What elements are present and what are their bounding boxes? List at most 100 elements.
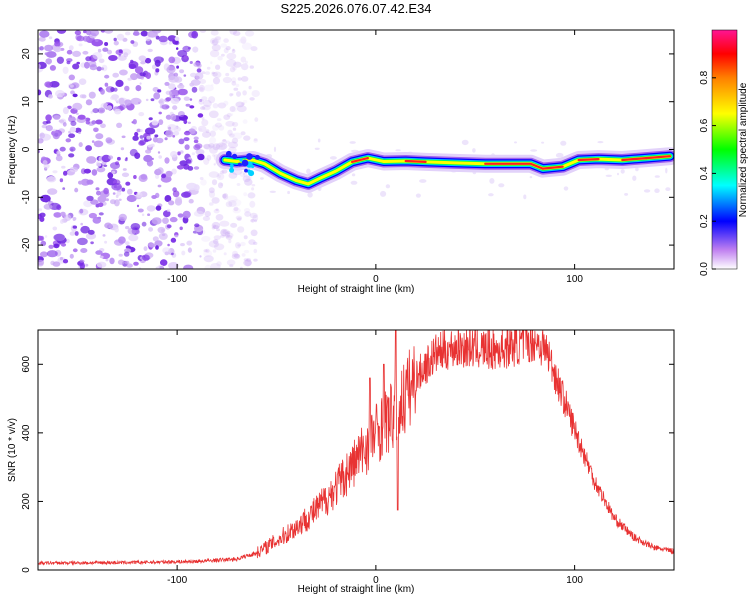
noise-blob <box>84 61 90 69</box>
noise-blob <box>87 229 95 235</box>
noise-blob <box>605 174 612 177</box>
noise-blob <box>177 165 184 170</box>
noise-blob <box>209 136 217 144</box>
noise-blob <box>210 61 213 65</box>
noise-blob <box>222 193 227 199</box>
noise-blob <box>47 188 58 195</box>
noise-blob <box>224 231 230 238</box>
noise-blob <box>208 240 220 248</box>
noise-blob <box>158 111 162 115</box>
noise-blob <box>233 206 239 212</box>
noise-blob <box>68 153 75 158</box>
noise-blob <box>206 66 211 70</box>
noise-blob <box>117 259 125 265</box>
noise-blob <box>69 253 74 259</box>
noise-blob <box>64 214 72 221</box>
noise-blob <box>152 236 159 242</box>
noise-blob <box>164 81 170 86</box>
noise-blob <box>130 223 141 231</box>
noise-blob <box>92 52 103 60</box>
noise-blob <box>72 217 76 221</box>
noise-blob <box>155 205 162 211</box>
noise-blob <box>39 46 44 51</box>
noise-blob <box>225 140 230 144</box>
noise-blob <box>223 252 227 256</box>
noise-blob <box>226 259 236 266</box>
noise-blob <box>209 130 216 137</box>
noise-blob <box>218 174 221 178</box>
noise-blob <box>165 90 172 96</box>
noise-blob <box>168 83 176 90</box>
noise-blob <box>78 78 87 85</box>
noise-blob <box>232 250 238 258</box>
noise-blob <box>244 208 251 213</box>
noise-blob <box>235 101 245 108</box>
noise-blob <box>98 58 105 64</box>
noise-blob <box>241 76 249 82</box>
noise-blob <box>244 178 253 186</box>
noise-blob <box>329 156 337 160</box>
noise-blob <box>185 159 192 164</box>
noise-blob <box>166 66 176 74</box>
noise-blob <box>180 243 185 247</box>
noise-blob <box>145 36 151 42</box>
noise-blob <box>104 82 109 87</box>
noise-blob <box>96 163 102 167</box>
noise-blob <box>220 228 230 237</box>
noise-blob <box>39 212 46 218</box>
noise-blob <box>174 36 180 42</box>
x-tick-label: -100 <box>167 575 187 586</box>
noise-blob <box>97 195 107 203</box>
noise-blob <box>105 258 109 262</box>
noise-blob <box>127 188 133 195</box>
noise-blob <box>220 43 227 48</box>
noise-blob <box>188 198 194 204</box>
noise-blob <box>76 112 79 116</box>
noise-blob <box>203 99 212 108</box>
noise-blob <box>215 36 222 41</box>
noise-blob <box>229 66 236 73</box>
noise-blob <box>242 90 247 96</box>
noise-blob <box>97 202 104 208</box>
noise-blob <box>56 56 64 64</box>
noise-blob <box>242 100 248 104</box>
noise-blob <box>188 156 192 160</box>
noise-blob <box>167 243 170 247</box>
snr-panel: -100 0 100 0 200 400 600 Height of straight li… <box>7 329 675 595</box>
noise-blob <box>113 87 118 92</box>
noise-blob <box>110 162 120 170</box>
noise-blob <box>247 192 256 199</box>
noise-blob <box>77 114 86 120</box>
noise-blob <box>199 30 207 33</box>
noise-blob <box>44 44 54 52</box>
noise-blob <box>170 113 177 121</box>
noise-blob <box>66 60 71 65</box>
noise-blob <box>110 95 117 101</box>
noise-blob <box>38 36 46 42</box>
noise-blob <box>665 187 671 192</box>
noise-blob <box>48 244 54 249</box>
noise-blob <box>178 138 185 145</box>
noise-blob <box>166 224 172 229</box>
noise-blob <box>213 209 220 214</box>
noise-blob <box>92 217 102 224</box>
noise-blob <box>248 239 256 245</box>
noise-blob <box>241 102 245 106</box>
noise-blob <box>155 245 159 250</box>
noise-blob <box>199 177 204 180</box>
noise-blob <box>72 93 78 98</box>
noise-blob <box>204 71 211 75</box>
noise-blob <box>201 235 211 242</box>
noise-blob <box>211 72 218 77</box>
noise-blob <box>65 138 72 143</box>
noise-blob <box>214 122 223 128</box>
noise-blob <box>231 137 239 144</box>
noise-blob <box>74 30 82 35</box>
noise-blob <box>230 222 238 228</box>
noise-blob <box>216 228 220 232</box>
noise-blob <box>225 46 231 51</box>
noise-blob <box>219 220 230 227</box>
noise-blob <box>211 44 221 52</box>
noise-blob <box>130 59 134 64</box>
noise-blob <box>54 41 61 47</box>
